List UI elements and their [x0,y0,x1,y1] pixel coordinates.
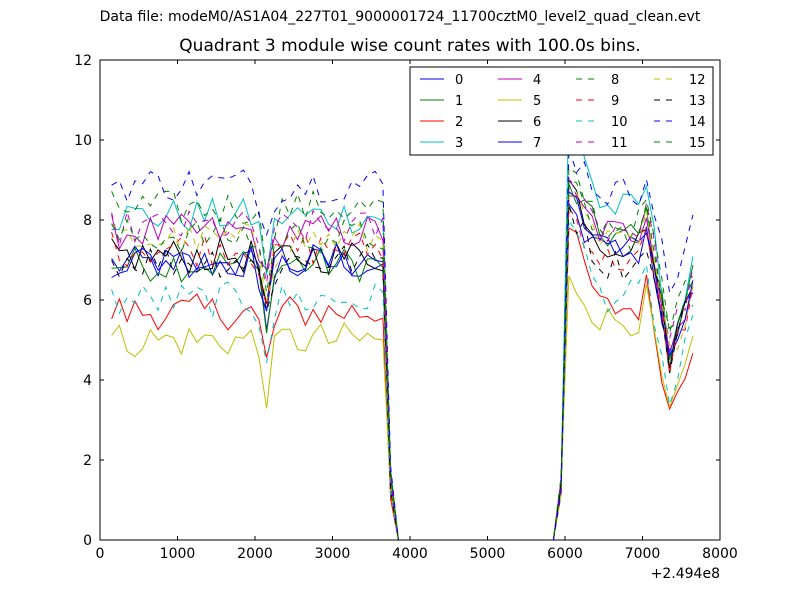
legend-label-10: 10 [611,115,628,130]
series-layer [111,99,694,541]
y-tick-label: 4 [83,373,92,389]
legend-label-2: 2 [455,115,463,130]
x-tick-label: 8000 [702,546,738,562]
legend-label-14: 14 [689,115,706,130]
chart-title: Quadrant 3 module wise count rates with … [179,36,641,56]
x-tick-label: 5000 [470,546,506,562]
series-line-12 [111,192,694,541]
legend-label-15: 15 [689,136,706,151]
legend-label-0: 0 [455,73,463,88]
series-line-11 [111,175,694,541]
y-tick-label: 6 [83,293,92,309]
series-line-14 [111,147,694,541]
legend-label-4: 4 [533,73,541,88]
y-tick-label: 2 [83,453,92,469]
series-line-5 [111,275,694,541]
series-line-6 [111,178,694,541]
x-tick-label: 3000 [315,546,351,562]
y-tick-label: 8 [83,213,92,229]
y-tick-label: 10 [74,133,92,149]
x-tick-label: 4000 [392,546,428,562]
axis-layer: 0 1000 2000 3000 4000 5000 6000 7000 80000246810… [74,53,738,582]
series-line-4 [111,195,694,541]
y-tick-label: 0 [83,533,92,549]
x-tick-label: 6000 [547,546,583,562]
series-line-9 [111,206,694,541]
legend-label-3: 3 [455,136,463,151]
legend-box [409,66,714,156]
y-tick-label: 12 [74,53,92,69]
legend-label-7: 7 [533,136,541,151]
legend-label-12: 12 [689,73,706,88]
series-line-2 [111,227,694,541]
legend-label-9: 9 [611,94,619,109]
x-offset-label: +2.494e8 [651,566,720,582]
legend-label-13: 13 [689,94,706,109]
x-tick-label: 0 [96,546,105,562]
series-line-8 [111,167,694,541]
x-tick-label: 1000 [160,546,196,562]
legend-label-6: 6 [533,115,541,130]
x-tick-label: 2000 [237,546,273,562]
legend-label-8: 8 [611,73,619,88]
legend-label-1: 1 [455,94,463,109]
legend-label-5: 5 [533,94,541,109]
series-line-15 [111,179,694,541]
legend-label-11: 11 [611,136,628,151]
series-line-3 [111,99,694,541]
x-tick-label: 7000 [625,546,661,562]
figure-suptitle: Data file: modeM0/AS1A04_227T01_90000017… [99,9,701,25]
